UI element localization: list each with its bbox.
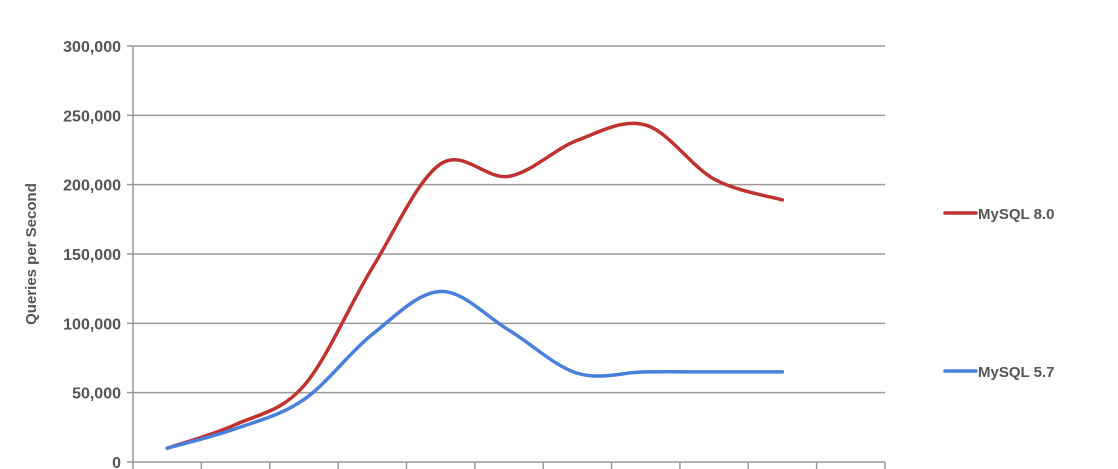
legend-label-mysql-8-0: MySQL 8.0 (978, 206, 1054, 223)
series-line-mysql-8-0 (165, 121, 785, 450)
y-tick-label: 250,000 (63, 108, 121, 125)
legend-label-mysql-5-7: MySQL 5.7 (978, 364, 1054, 381)
y-tick-labels: 0 50,000 100,000 150,000 200,000 250,000 300,0… (63, 39, 121, 469)
y-tick-label: 0 (112, 455, 121, 469)
y-axis-title: Queries per Second (23, 183, 40, 325)
y-tick-label: 50,000 (72, 386, 121, 403)
axes (132, 46, 886, 469)
y-tick-label: 150,000 (63, 247, 121, 264)
series-line-mysql-5-7 (165, 289, 785, 450)
y-tick-label: 300,000 (63, 39, 121, 56)
legend: MySQL 8.0 MySQL 5.7 (943, 206, 1054, 381)
y-tick-label: 100,000 (63, 316, 121, 333)
gridlines (127, 45, 885, 463)
series-lines (165, 121, 785, 450)
y-tick-label: 200,000 (63, 178, 121, 195)
